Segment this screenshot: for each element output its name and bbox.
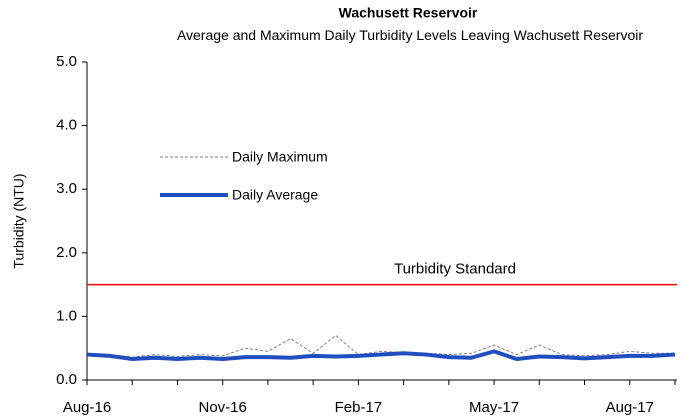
x-tick-label: Nov-16 (199, 399, 247, 416)
y-tick-label: 2.0 (56, 244, 77, 261)
legend-label: Daily Average (232, 187, 318, 203)
series-line (86, 334, 675, 358)
x-tick-label: Aug-16 (63, 399, 111, 416)
x-tick-label: Aug-17 (606, 399, 654, 416)
subtitle-box: Average and Maximum Daily Turbidity Leve… (176, 27, 644, 43)
x-tick-label: May-17 (469, 399, 519, 416)
y-tick-label: 0.0 (56, 371, 77, 388)
chart-subtitle: Average and Maximum Daily Turbidity Leve… (176, 27, 644, 43)
y-tick-label: 3.0 (56, 180, 77, 197)
y-tick-label: 4.0 (56, 117, 77, 134)
chart-title: Wachusett Reservoir (339, 5, 478, 21)
y-tick-label: 5.0 (56, 53, 77, 70)
y-tick-label: 1.0 (56, 307, 77, 324)
standard-label: Turbidity Standard (394, 261, 516, 278)
y-axis-label: Turbidity (NTU) (11, 173, 27, 268)
x-tick-label: Feb-17 (335, 399, 383, 416)
legend-label: Daily Maximum (232, 149, 328, 165)
series-line (86, 349, 676, 362)
